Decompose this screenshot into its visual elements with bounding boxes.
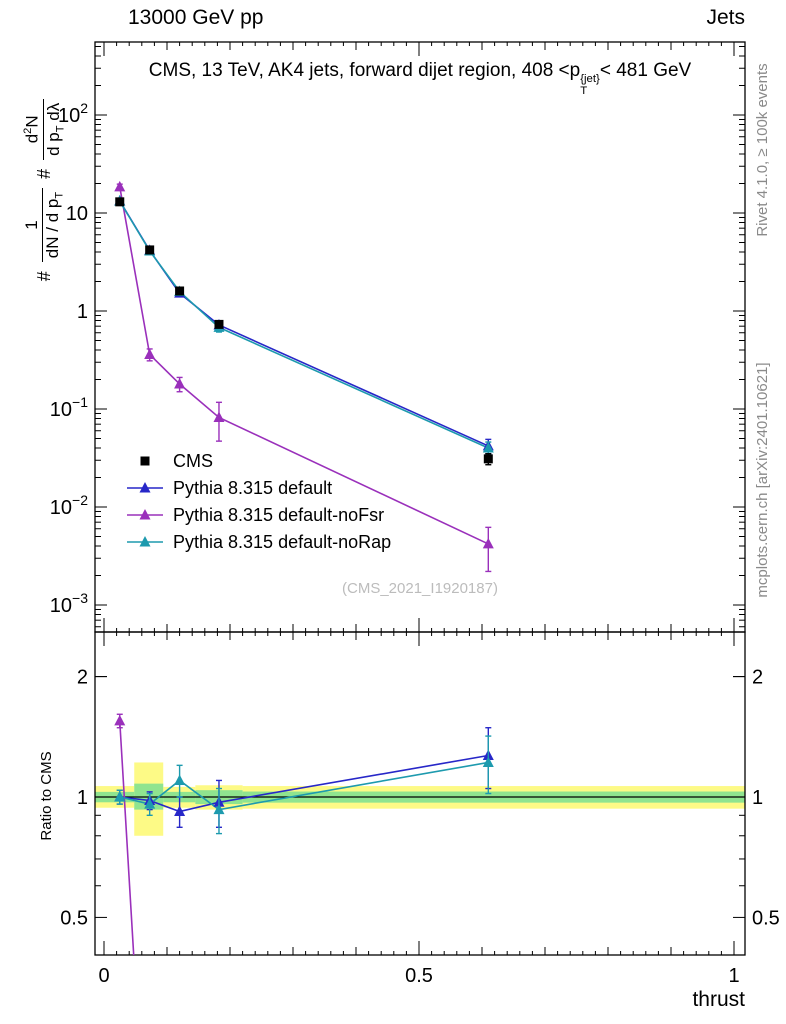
pt-jet-symbol: {jet} T bbox=[580, 73, 600, 97]
analysis-group-label: Jets bbox=[706, 6, 745, 29]
main-series bbox=[114, 180, 494, 573]
marker-triangle bbox=[482, 537, 494, 549]
marker-square bbox=[145, 245, 155, 255]
y-tick-label: 10 bbox=[66, 203, 88, 225]
marker-square bbox=[483, 454, 493, 464]
beam-energy-label: 13000 GeV pp bbox=[128, 6, 264, 29]
y-tick-label: 1 bbox=[77, 301, 88, 323]
marker-triangle bbox=[139, 509, 151, 520]
legend: CMS Pythia 8.315 default Pythia 8.315 defa… bbox=[127, 451, 391, 552]
x-axis-label: thrust bbox=[692, 988, 745, 1011]
fraction-one-over-dn-dpt: 1 dN / d pT bbox=[22, 187, 66, 263]
marker-triangle bbox=[144, 348, 156, 359]
axis-ticks bbox=[95, 42, 745, 955]
ratio-tick-label-left: 2 bbox=[77, 667, 88, 689]
fraction-d2n-dpt-dlambda: d2N d pT dλ bbox=[22, 98, 67, 160]
marker-square bbox=[115, 197, 125, 207]
mcplots-arxiv-credit: mcplots.cern.ch [arXiv:2401.10621] bbox=[754, 362, 771, 598]
legend-label: Pythia 8.315 default bbox=[173, 478, 332, 498]
ratio-tick-label-right: 0.5 bbox=[752, 907, 780, 929]
ratio-axis-label: Ratio to CMS bbox=[38, 751, 55, 841]
plot-title: CMS, 13 TeV, AK4 jets, forward dijet reg… bbox=[148, 60, 692, 97]
marker-triangle bbox=[144, 798, 156, 809]
series-line bbox=[119, 200, 489, 447]
marker-square bbox=[140, 456, 150, 466]
marker-triangle bbox=[174, 377, 186, 389]
marker-triangle bbox=[174, 774, 186, 785]
x-tick-label: 1 bbox=[728, 965, 739, 987]
y-tick-label: 10−3 bbox=[50, 590, 88, 617]
x-tick-label: 0 bbox=[98, 965, 109, 987]
marker-triangle bbox=[174, 805, 186, 816]
marker-square bbox=[214, 319, 224, 329]
ratio-line bbox=[118, 720, 135, 955]
ratio-tick-label-left: 1 bbox=[77, 787, 88, 809]
marker-triangle bbox=[213, 803, 225, 815]
marker-triangle bbox=[482, 756, 494, 767]
marker-triangle bbox=[482, 441, 494, 453]
x-tick-label: 0.5 bbox=[405, 965, 433, 987]
legend-label: CMS bbox=[173, 451, 213, 471]
ratio-uncertainty-bands bbox=[95, 762, 745, 836]
y-tick-label: 10−2 bbox=[50, 492, 88, 519]
axis-tick-labels: 102 10 1 10−1 10−2 10−3 2 2 1 1 0.5 0.5 0 0.5 1 bbox=[50, 100, 780, 987]
ratio-panel-frame bbox=[94, 631, 746, 956]
ratio-tick-label-right: 2 bbox=[752, 667, 763, 689]
y-tick-label: 10−1 bbox=[50, 394, 88, 421]
legend-label: Pythia 8.315 default-noFsr bbox=[173, 505, 384, 525]
rivet-version-credit: Rivet 4.1.0, ≥ 100k events bbox=[754, 63, 771, 237]
marker-triangle bbox=[139, 482, 151, 493]
series-line bbox=[119, 200, 489, 449]
ratio-tick-label-right: 1 bbox=[752, 787, 763, 809]
marker-triangle bbox=[213, 411, 225, 422]
marker-triangle bbox=[114, 714, 126, 726]
marker-triangle bbox=[114, 180, 126, 192]
analysis-id-watermark: (CMS_2021_I1920187) bbox=[342, 580, 498, 597]
marker-triangle bbox=[114, 791, 126, 802]
marker-square bbox=[175, 286, 185, 296]
y-tick-label: 102 bbox=[58, 100, 88, 127]
marker-triangle bbox=[139, 536, 151, 547]
legend-label: Pythia 8.315 default-noRap bbox=[173, 532, 391, 552]
ratio-tick-label-left: 0.5 bbox=[60, 907, 88, 929]
ratio-series bbox=[114, 713, 494, 955]
y-axis-label: # 1 dN / d pT # d2N d pT dλ bbox=[9, 30, 79, 350]
